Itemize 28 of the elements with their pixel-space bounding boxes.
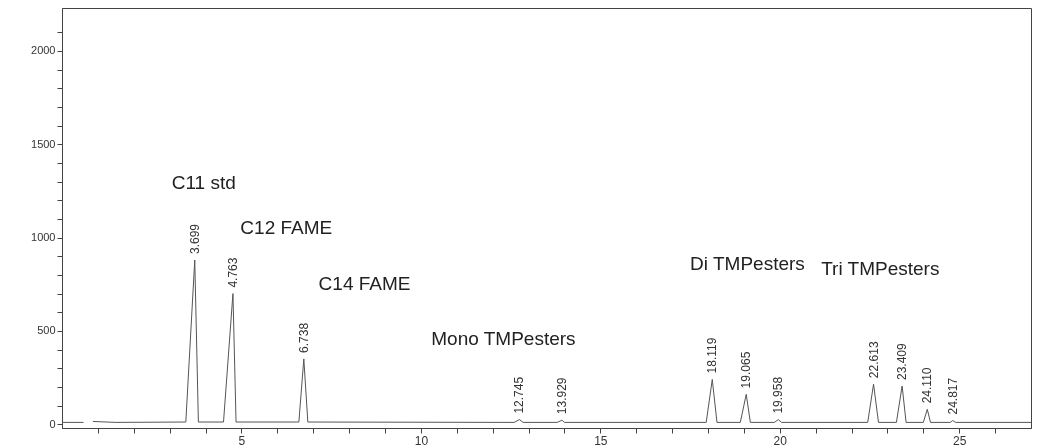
x-tick-label: 25	[953, 433, 967, 447]
annotation: Mono TMPesters	[431, 327, 576, 349]
x-tick-label: 10	[414, 433, 429, 447]
annotation: 12.745	[512, 376, 527, 414]
x-tick-label: 5	[238, 433, 246, 447]
x-tick-label: 15	[594, 433, 608, 447]
y-tick-label: 1500	[31, 137, 56, 150]
annotation: 24.817	[945, 377, 960, 415]
annotation: C12 FAME	[240, 216, 333, 238]
annotation: 3.699	[187, 223, 202, 254]
annotation: 18.119	[705, 337, 720, 374]
annotation: Di TMPesters	[690, 252, 805, 274]
annotation: 19.958	[771, 376, 786, 414]
x-tick-label: 20	[773, 433, 788, 447]
y-tick-label: 500	[37, 324, 56, 337]
annotation: 19.065	[739, 351, 754, 389]
annotation: 4.763	[225, 257, 240, 288]
annotation: C11 std	[171, 172, 236, 194]
annotation: 6.738	[296, 322, 311, 353]
annotation: C14 FAME	[318, 273, 411, 295]
y-tick-label: 1000	[31, 231, 56, 244]
annotation: 22.613	[866, 341, 881, 379]
y-tick-label: 2000	[31, 44, 56, 57]
annotation: 24.110	[920, 367, 935, 404]
annotation: 13.929	[554, 377, 569, 415]
y-tick-label: 0	[49, 417, 56, 430]
annotation: 23.409	[895, 342, 910, 380]
annotation: Tri TMPesters	[821, 257, 940, 279]
